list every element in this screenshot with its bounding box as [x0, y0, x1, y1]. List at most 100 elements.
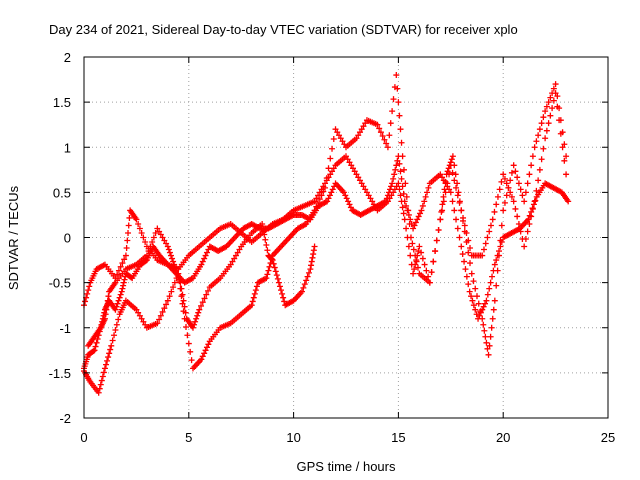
data-point — [201, 255, 208, 262]
data-points — [81, 72, 572, 396]
data-point — [340, 189, 347, 196]
data-point — [304, 273, 311, 280]
data-point — [480, 246, 487, 253]
data-point — [119, 285, 126, 292]
data-point — [345, 198, 352, 205]
data-point — [390, 96, 397, 103]
data-point — [198, 356, 205, 363]
data-point — [522, 189, 529, 196]
data-point — [565, 198, 572, 205]
data-point — [491, 297, 498, 304]
data-point — [265, 267, 272, 274]
data-point — [253, 283, 260, 290]
x-tick-label: 15 — [391, 430, 405, 445]
data-point — [376, 125, 383, 132]
data-point — [168, 288, 175, 295]
data-point — [438, 208, 445, 215]
data-point — [433, 237, 440, 244]
data-point — [104, 357, 111, 364]
x-tick-label: 10 — [286, 430, 300, 445]
data-point — [298, 288, 305, 295]
data-point — [163, 301, 170, 308]
data-point — [346, 201, 353, 208]
series-track-a — [81, 90, 570, 309]
data-point — [410, 270, 417, 277]
data-point — [421, 261, 428, 268]
data-point — [550, 97, 557, 104]
data-point — [311, 243, 318, 250]
data-point — [400, 210, 407, 217]
data-point — [112, 327, 119, 334]
data-point — [191, 321, 198, 328]
data-point — [167, 252, 174, 259]
data-point — [549, 90, 556, 97]
data-point — [135, 309, 142, 316]
data-point — [126, 214, 133, 221]
data-point — [166, 293, 173, 300]
data-point — [452, 171, 459, 178]
data-point — [493, 257, 500, 264]
y-tick-label: 0.5 — [53, 185, 71, 200]
data-point — [161, 237, 168, 244]
data-point — [430, 258, 437, 265]
data-point — [432, 248, 439, 255]
data-point — [164, 297, 171, 304]
data-point — [458, 207, 465, 214]
data-point — [309, 254, 316, 261]
data-point — [103, 361, 110, 368]
data-point — [157, 231, 164, 238]
data-point — [437, 171, 444, 178]
data-point — [185, 340, 192, 347]
data-point — [508, 193, 515, 200]
data-point — [515, 180, 522, 187]
data-point — [486, 342, 493, 349]
data-point — [320, 188, 327, 195]
data-point — [465, 249, 472, 256]
data-point — [483, 339, 490, 346]
data-point — [264, 271, 271, 278]
data-point — [198, 302, 205, 309]
data-point — [489, 315, 496, 322]
data-point — [521, 243, 528, 250]
data-point — [563, 171, 570, 178]
data-point — [486, 228, 493, 235]
data-point — [99, 373, 106, 380]
data-point — [487, 333, 494, 340]
data-point — [416, 243, 423, 250]
data-point — [329, 168, 336, 175]
data-point — [404, 207, 411, 214]
y-tick-label: 1.5 — [53, 95, 71, 110]
data-point — [456, 234, 463, 241]
data-point — [305, 269, 312, 276]
data-point — [490, 306, 497, 313]
data-point — [234, 249, 241, 256]
data-point — [136, 312, 143, 319]
data-point — [252, 287, 259, 294]
data-point — [400, 190, 407, 197]
data-point — [142, 239, 149, 246]
data-point — [405, 211, 412, 218]
data-point — [419, 202, 426, 209]
data-point — [113, 303, 120, 310]
data-point — [259, 220, 266, 227]
data-point — [526, 171, 533, 178]
data-point — [303, 277, 310, 284]
data-point — [275, 279, 282, 286]
data-point — [533, 138, 540, 145]
series-track-b — [81, 72, 570, 396]
data-point — [422, 193, 429, 200]
data-point — [398, 139, 405, 146]
data-point — [149, 239, 156, 246]
data-point — [482, 333, 489, 340]
data-point — [447, 189, 454, 196]
data-point — [187, 348, 194, 355]
data-point — [159, 308, 166, 315]
data-point — [263, 242, 270, 249]
data-point — [269, 257, 276, 264]
data-point — [453, 184, 460, 191]
data-point — [383, 140, 390, 147]
data-point — [467, 245, 474, 252]
data-point — [486, 285, 493, 292]
data-point — [115, 316, 122, 323]
